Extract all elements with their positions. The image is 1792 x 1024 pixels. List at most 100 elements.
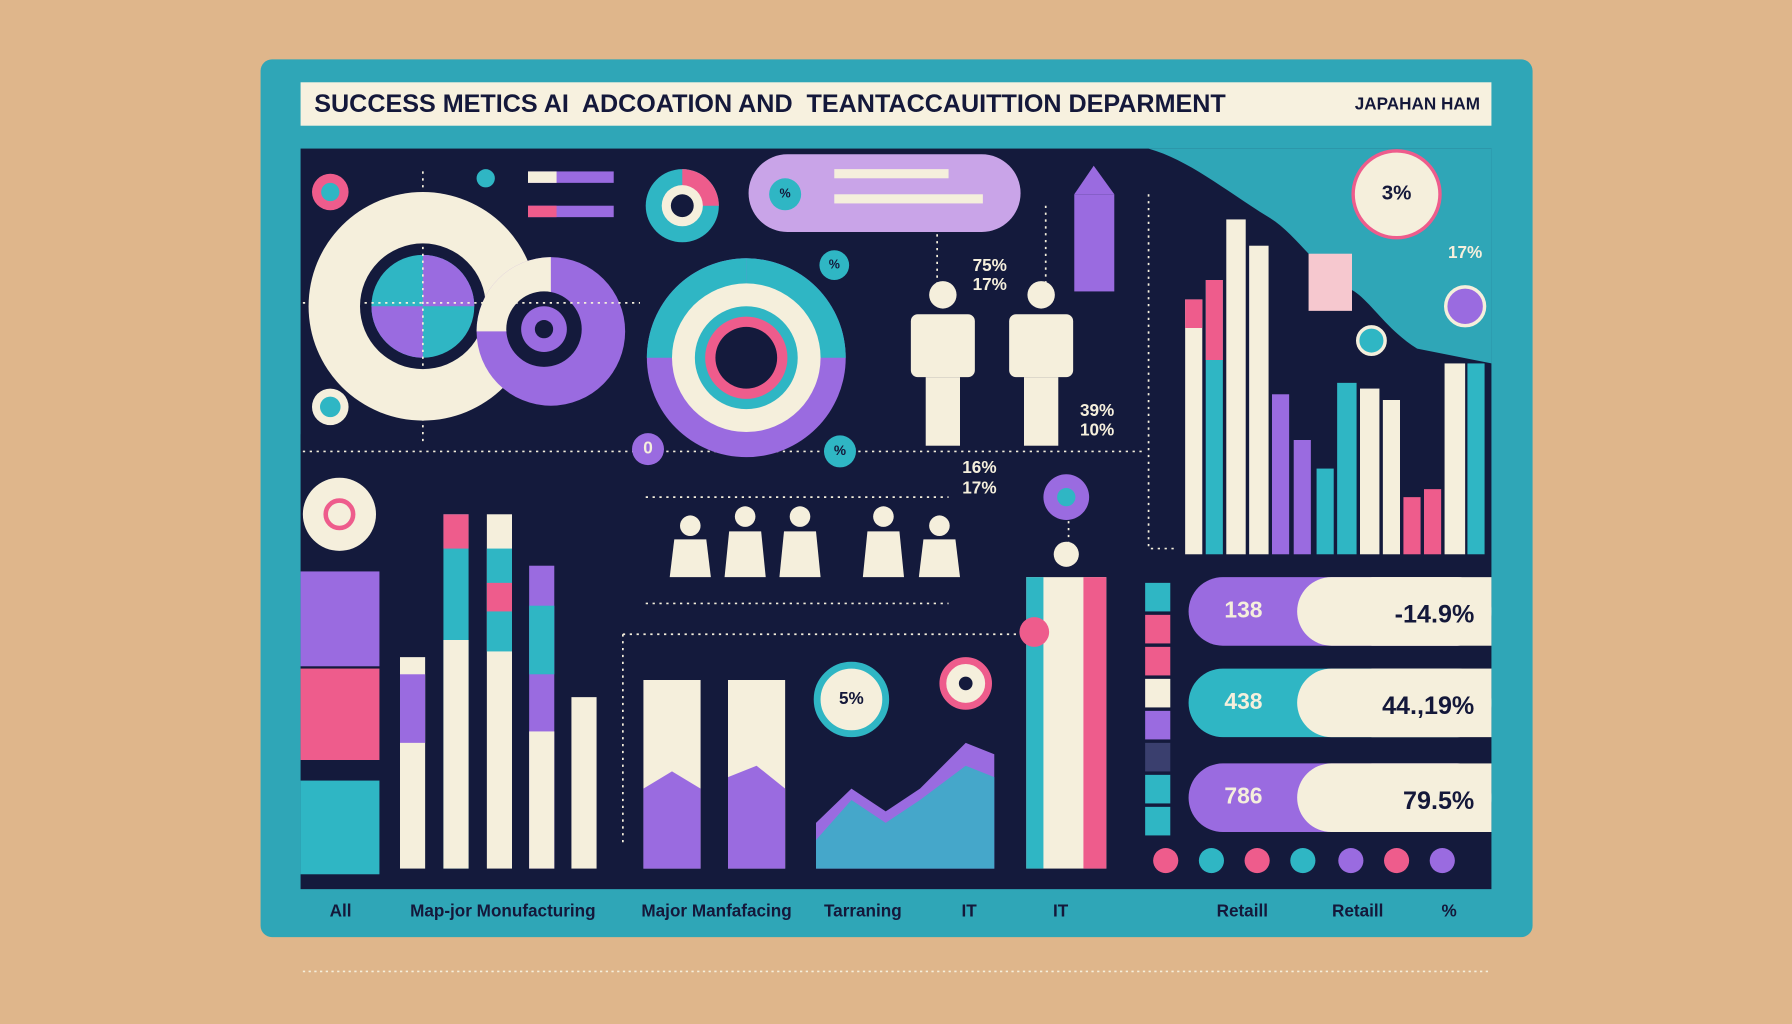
bar [1185,299,1203,328]
bar [1444,363,1466,555]
column [486,582,512,612]
swatch [1145,710,1171,740]
badge: % [829,257,840,271]
bar [1424,489,1442,555]
person [1024,377,1059,446]
person [1009,314,1074,378]
badge: 17% [1448,242,1482,262]
badge: % [780,187,791,201]
target [323,498,356,531]
icon-row [1153,848,1455,874]
legend-bar [528,205,614,218]
icon-box [300,780,380,875]
category-labels: All Map-jor Monufacturing Major Manfafacin… [330,901,1457,921]
person [862,531,904,578]
ring-core [715,326,778,389]
legend-bar [528,205,557,218]
bar [1226,219,1246,555]
swatch [1145,806,1171,836]
icon-box [300,571,380,667]
badge-circle [769,178,802,211]
dot [1053,541,1079,567]
bar [1467,363,1485,555]
bar [1249,245,1269,555]
stat-box [1371,763,1492,832]
badge-circle [813,661,890,738]
person [669,539,711,578]
category-label: IT [962,901,978,921]
pie-slice [422,254,475,307]
swatch [1145,582,1171,612]
legend-bar [528,171,614,183]
icon [1338,848,1364,874]
icon-box [300,668,380,760]
stat-box [1371,577,1492,646]
column [443,640,469,869]
area [816,765,995,869]
bar [1403,497,1421,555]
person [873,506,894,527]
pie-slice [371,306,423,358]
header-bar [300,82,1492,126]
flower [1057,488,1076,507]
badge-circle [958,676,973,691]
column [400,674,426,743]
badge: 17% [973,274,1007,294]
bar [643,771,701,869]
icon [1429,848,1455,874]
person [779,531,821,578]
stat-count: 438 [1224,688,1262,714]
badge: % [834,443,846,458]
person [734,506,756,527]
icon [320,396,341,418]
badge: 75% [973,255,1007,275]
people [669,281,1074,578]
badge: 3% [1382,182,1412,205]
badge: 16% [962,457,996,477]
badge: 17% [962,478,996,498]
pill [748,154,1021,232]
stat-rate: -14.9% [1395,601,1475,629]
brand: JAPAHAN HAM [1355,94,1480,114]
column [571,697,597,869]
badge-circle [819,250,850,280]
swatch [1145,646,1171,676]
bar [1337,382,1357,555]
icon [1198,848,1224,874]
pill-line [834,169,949,179]
column [529,605,555,675]
dot [1019,617,1050,647]
category-label: Retaill [1217,901,1268,921]
legend-strip [1145,582,1171,836]
person [1027,281,1055,309]
badge: 5% [839,688,864,708]
swatch [1145,742,1171,772]
stat-count: 138 [1224,596,1262,622]
badge-circle [632,433,664,466]
bar [1293,440,1311,555]
icon [1384,848,1410,874]
icon [1153,848,1179,874]
person [789,506,811,527]
stat-rate: 44.,19% [1382,692,1474,720]
person [724,531,766,578]
bar [1026,577,1044,869]
legend-bar [528,171,557,183]
bar [728,765,786,869]
stats: 138 -14.9% 438 44.,19% 786 79.5% [1188,577,1492,832]
small-donut-core [670,194,694,218]
icon [1244,848,1270,874]
icon [321,182,340,202]
badge-circle [824,435,856,468]
badge-circle [1351,149,1442,240]
bar [1083,577,1107,869]
person [910,314,975,378]
stat-count: 786 [1224,783,1262,809]
bar [1205,280,1223,360]
category-label: Tarraning [824,901,902,921]
badge-circle [1356,325,1387,356]
stat-rate: 79.5% [1403,787,1474,815]
arrow-head [1074,165,1115,195]
column [529,731,555,869]
swatch [1145,774,1171,804]
